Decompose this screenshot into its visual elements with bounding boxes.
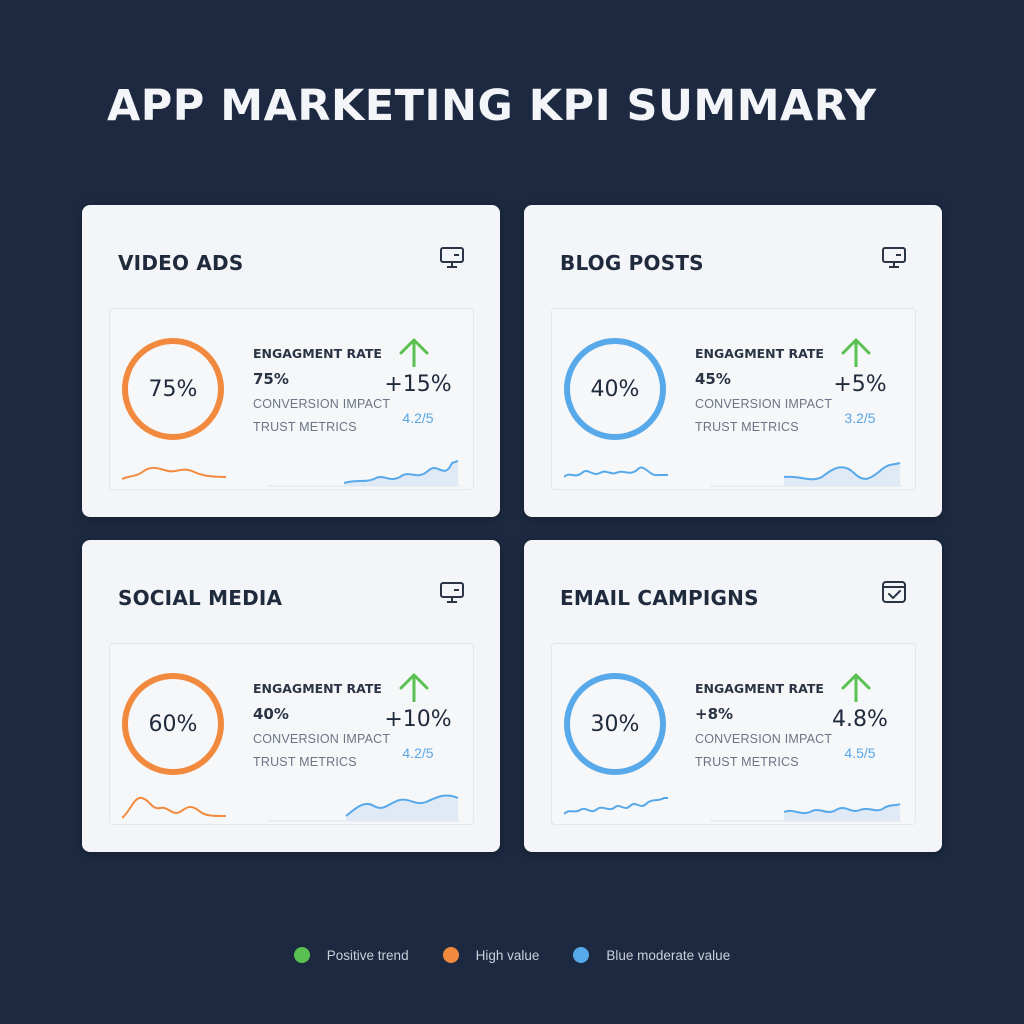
legend-item-high: High value [442, 947, 540, 963]
kpi-card-blog-posts[interactable]: BLOG POSTS 40% ENGAGMENT RATE 45% CONVER… [524, 205, 942, 517]
trend-up-arrow-icon [399, 673, 429, 702]
ring-value: 40% [590, 376, 640, 402]
change-value: +15% [384, 372, 452, 397]
metric-label: ENGAGMENT RATE [253, 346, 382, 361]
trust-metrics-label: TRUST METRICS [253, 420, 357, 434]
sparkline-right [268, 460, 460, 487]
sparkline-right [268, 794, 460, 822]
conversion-impact-label: CONVERSION IMPACT [695, 397, 833, 411]
rating-value: 3.2/5 [844, 410, 876, 426]
legend: Positive trend High value Blue moderate … [0, 947, 1024, 963]
metric-value: +8% [695, 705, 734, 723]
card-title: SOCIAL MEDIA [118, 586, 283, 610]
legend-label: Positive trend [326, 947, 409, 963]
metric-value: 45% [695, 370, 731, 388]
kpi-card-email-campaigns[interactable]: EMAIL CAMPIGNS 30% ENGAGMENT RATE +8% CO… [524, 540, 942, 852]
conversion-impact-label: CONVERSION IMPACT [253, 397, 391, 411]
metric-value: 40% [253, 705, 289, 723]
progress-ring [122, 673, 224, 775]
page-title: APP MARKETING KPI SUMMARY [107, 81, 877, 131]
card-title: BLOG POSTS [560, 251, 704, 275]
kpi-panel: 75% ENGAGMENT RATE 75% CONVERSION IMPACT… [109, 308, 474, 490]
trend-up-arrow-icon [841, 338, 871, 367]
kpi-card-video-ads[interactable]: VIDEO ADS 75% ENGAGMENT RATE 75% CONVERS… [82, 205, 500, 517]
card-title: VIDEO ADS [118, 251, 244, 275]
rating-value: 4.5/5 [844, 745, 876, 761]
metric-label: ENGAGMENT RATE [253, 681, 382, 696]
legend-label: Blue moderate value [606, 947, 731, 963]
rating-value: 4.2/5 [402, 745, 434, 761]
legend-dot [293, 947, 310, 963]
trust-metrics-label: TRUST METRICS [695, 755, 799, 769]
metric-label: ENGAGMENT RATE [695, 681, 824, 696]
change-value: +5% [833, 372, 887, 397]
sparkline-right [710, 462, 902, 487]
change-value: 4.8% [832, 707, 888, 732]
legend-item-positive: Positive trend [293, 947, 409, 963]
sparkline-left [122, 796, 226, 819]
ring-value: 30% [590, 711, 640, 737]
change-value: +10% [384, 707, 452, 732]
monitor-icon[interactable] [438, 578, 466, 606]
legend-item-moderate: Blue moderate value [573, 947, 730, 963]
trend-up-arrow-icon [841, 673, 871, 702]
card-title: EMAIL CAMPIGNS [560, 586, 759, 610]
progress-ring [564, 338, 666, 440]
legend-dot [573, 947, 590, 963]
kpi-panel: 40% ENGAGMENT RATE 45% CONVERSION IMPACT… [551, 308, 916, 490]
progress-ring [122, 338, 224, 440]
progress-ring [564, 673, 666, 775]
metric-label: ENGAGMENT RATE [695, 346, 824, 361]
ring-value: 75% [148, 376, 198, 402]
conversion-impact-label: CONVERSION IMPACT [253, 732, 391, 746]
kpi-panel: 30% ENGAGMENT RATE +8% CONVERSION IMPACT… [551, 643, 916, 825]
trust-metrics-label: TRUST METRICS [695, 420, 799, 434]
metric-value: 75% [253, 370, 289, 388]
kpi-card-social-media[interactable]: SOCIAL MEDIA 60% ENGAGMENT RATE 40% CONV… [82, 540, 500, 852]
sparkline-right [710, 803, 902, 822]
conversion-impact-label: CONVERSION IMPACT [695, 732, 833, 746]
trust-metrics-label: TRUST METRICS [253, 755, 357, 769]
monitor-icon[interactable] [880, 243, 908, 271]
legend-dot [442, 947, 459, 963]
sparkline-left [564, 466, 668, 478]
kpi-panel: 60% ENGAGMENT RATE 40% CONVERSION IMPACT… [109, 643, 474, 825]
rating-value: 4.2/5 [402, 410, 434, 426]
legend-label: High value [475, 947, 540, 963]
ring-value: 60% [148, 711, 198, 737]
calendar-check-icon[interactable] [880, 578, 908, 606]
sparkline-left [564, 797, 668, 815]
sparkline-left [122, 466, 226, 480]
monitor-icon[interactable] [438, 243, 466, 271]
trend-up-arrow-icon [399, 338, 429, 367]
